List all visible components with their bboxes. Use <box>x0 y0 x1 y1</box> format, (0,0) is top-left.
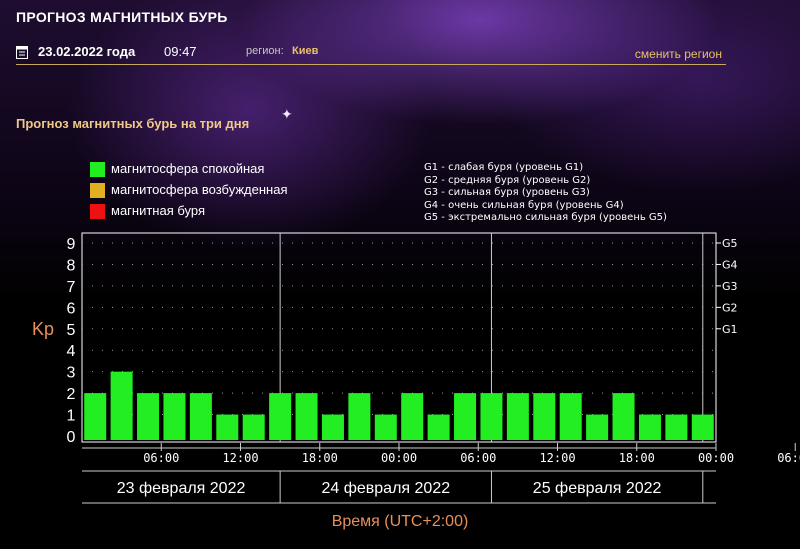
g-level-label: G1 <box>722 323 738 336</box>
level-g1: G1 - слабая буря (уровень G1) <box>424 162 584 173</box>
kp-bar <box>559 393 582 440</box>
level-g3: G3 - сильная буря (уровень G3) <box>424 187 590 198</box>
time-tick-label: 06:00 <box>777 451 800 465</box>
kp-bar <box>189 393 212 440</box>
kp-bar <box>216 414 239 440</box>
site-title: ПРОГНОЗ МАГНИТНЫХ БУРЬ <box>16 9 228 25</box>
g-level-label: G3 <box>722 280 738 293</box>
y-tick-label: 8 <box>67 257 76 274</box>
y-tick-label: 7 <box>67 279 76 296</box>
time-tick-label: 00:00 <box>381 451 417 465</box>
kp-bar <box>533 393 556 440</box>
kp-bar <box>84 393 107 440</box>
y-tick-label: 1 <box>67 408 76 425</box>
time-tick-label: 06:00 <box>460 451 496 465</box>
kp-bar <box>638 414 661 440</box>
kp-bar <box>401 393 424 440</box>
legend-label-calm: магнитосфера спокойная <box>111 161 265 176</box>
time-tick-label: 00:00 <box>698 451 734 465</box>
time-tick-label: 06:00 <box>143 451 179 465</box>
y-tick-label: 3 <box>67 365 76 382</box>
kp-bar <box>269 393 292 440</box>
current-time: 09:47 <box>164 44 197 59</box>
sparkle-icon: ✦ <box>281 106 293 122</box>
y-tick-label: 2 <box>67 386 76 403</box>
time-tick-label: 18:00 <box>302 451 338 465</box>
date-label: 25 февраля 2022 <box>533 480 662 497</box>
region-label: регион: <box>246 45 284 57</box>
change-region-link[interactable]: сменить регион <box>634 47 722 61</box>
g-level-label: G2 <box>722 301 738 314</box>
legend-swatch-excited <box>90 183 105 198</box>
current-date: 23.02.2022 года <box>38 44 136 59</box>
storm-level-legend: G1 - слабая буря (уровень G1) G2 - средн… <box>424 162 667 225</box>
time-tick-label: 18:00 <box>619 451 655 465</box>
kp-bar <box>374 414 397 440</box>
kp-bar <box>480 393 503 440</box>
kp-bar <box>321 414 344 440</box>
g-level-label: G4 <box>722 258 738 271</box>
region-name: Киев <box>292 45 319 57</box>
level-g4: G4 - очень сильная буря (уровень G4) <box>424 199 624 211</box>
kp-bar <box>295 393 318 440</box>
y-tick-label: 4 <box>67 343 76 360</box>
level-g2: G2 - средняя буря (уровень G2) <box>424 174 591 186</box>
forecast-subtitle: Прогноз магнитных бурь на три дня <box>16 116 250 131</box>
legend-swatch-storm <box>90 204 105 219</box>
y-axis-title: Kp <box>32 319 54 339</box>
kp-bar <box>242 414 265 440</box>
legend-label-storm: магнитная буря <box>111 203 206 218</box>
kp-bar <box>665 414 688 440</box>
g-level-label: G5 <box>722 237 738 250</box>
kp-bar <box>612 393 635 440</box>
kp-bar <box>163 393 186 440</box>
kp-bar <box>110 371 133 440</box>
kp-bar <box>454 393 477 440</box>
time-tick-label: 12:00 <box>222 451 258 465</box>
y-tick-label: 5 <box>67 322 76 339</box>
date-label: 23 февраля 2022 <box>117 480 246 497</box>
y-tick-label: 6 <box>67 300 76 317</box>
kp-bar <box>137 393 160 440</box>
kp-bar <box>348 393 371 440</box>
kp-bar <box>506 393 529 440</box>
kp-bar <box>691 414 714 440</box>
legend-swatch-calm <box>90 162 105 177</box>
x-axis-title: Время (UTC+2:00) <box>331 513 469 530</box>
date-label: 24 февраля 2022 <box>321 480 450 497</box>
legend-label-excited: магнитосфера возбужденная <box>111 182 288 197</box>
header-bar: 23.02.2022 года 09:47 регион: Киев смени… <box>16 44 726 65</box>
kp-bar <box>427 414 450 440</box>
plot-frame <box>81 232 717 443</box>
kp-bar <box>586 414 609 440</box>
time-tick-label: 12:00 <box>539 451 575 465</box>
y-tick-label: 9 <box>67 236 76 253</box>
y-tick-label: 0 <box>67 429 76 446</box>
calendar-icon <box>16 46 28 59</box>
level-g5: G5 - экстремально сильная буря (уровень … <box>424 212 667 223</box>
